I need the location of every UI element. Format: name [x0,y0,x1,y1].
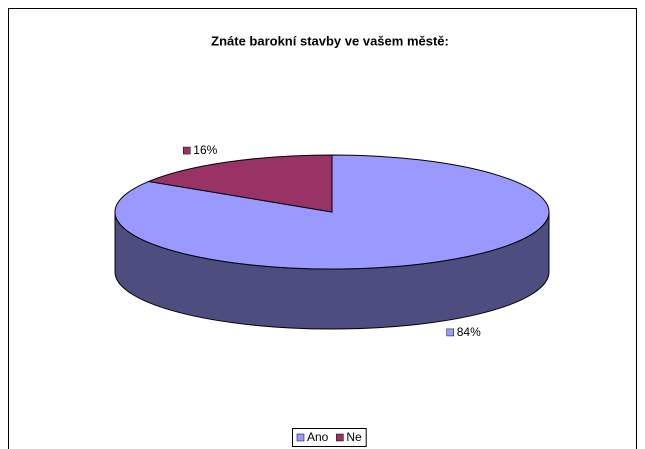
legend-label: Ne [346,430,362,444]
label-key [446,328,454,337]
value-label: 16% [193,143,217,157]
chart-title: Znáte barokní stavby ve vašem městě: [211,33,449,48]
legend-key [296,433,305,442]
label-key [183,146,191,155]
legend-key [336,433,344,442]
pie-slice [146,154,333,213]
legend [292,428,367,447]
legend-label: Ano [307,430,329,444]
value-label: 84% [457,325,481,339]
